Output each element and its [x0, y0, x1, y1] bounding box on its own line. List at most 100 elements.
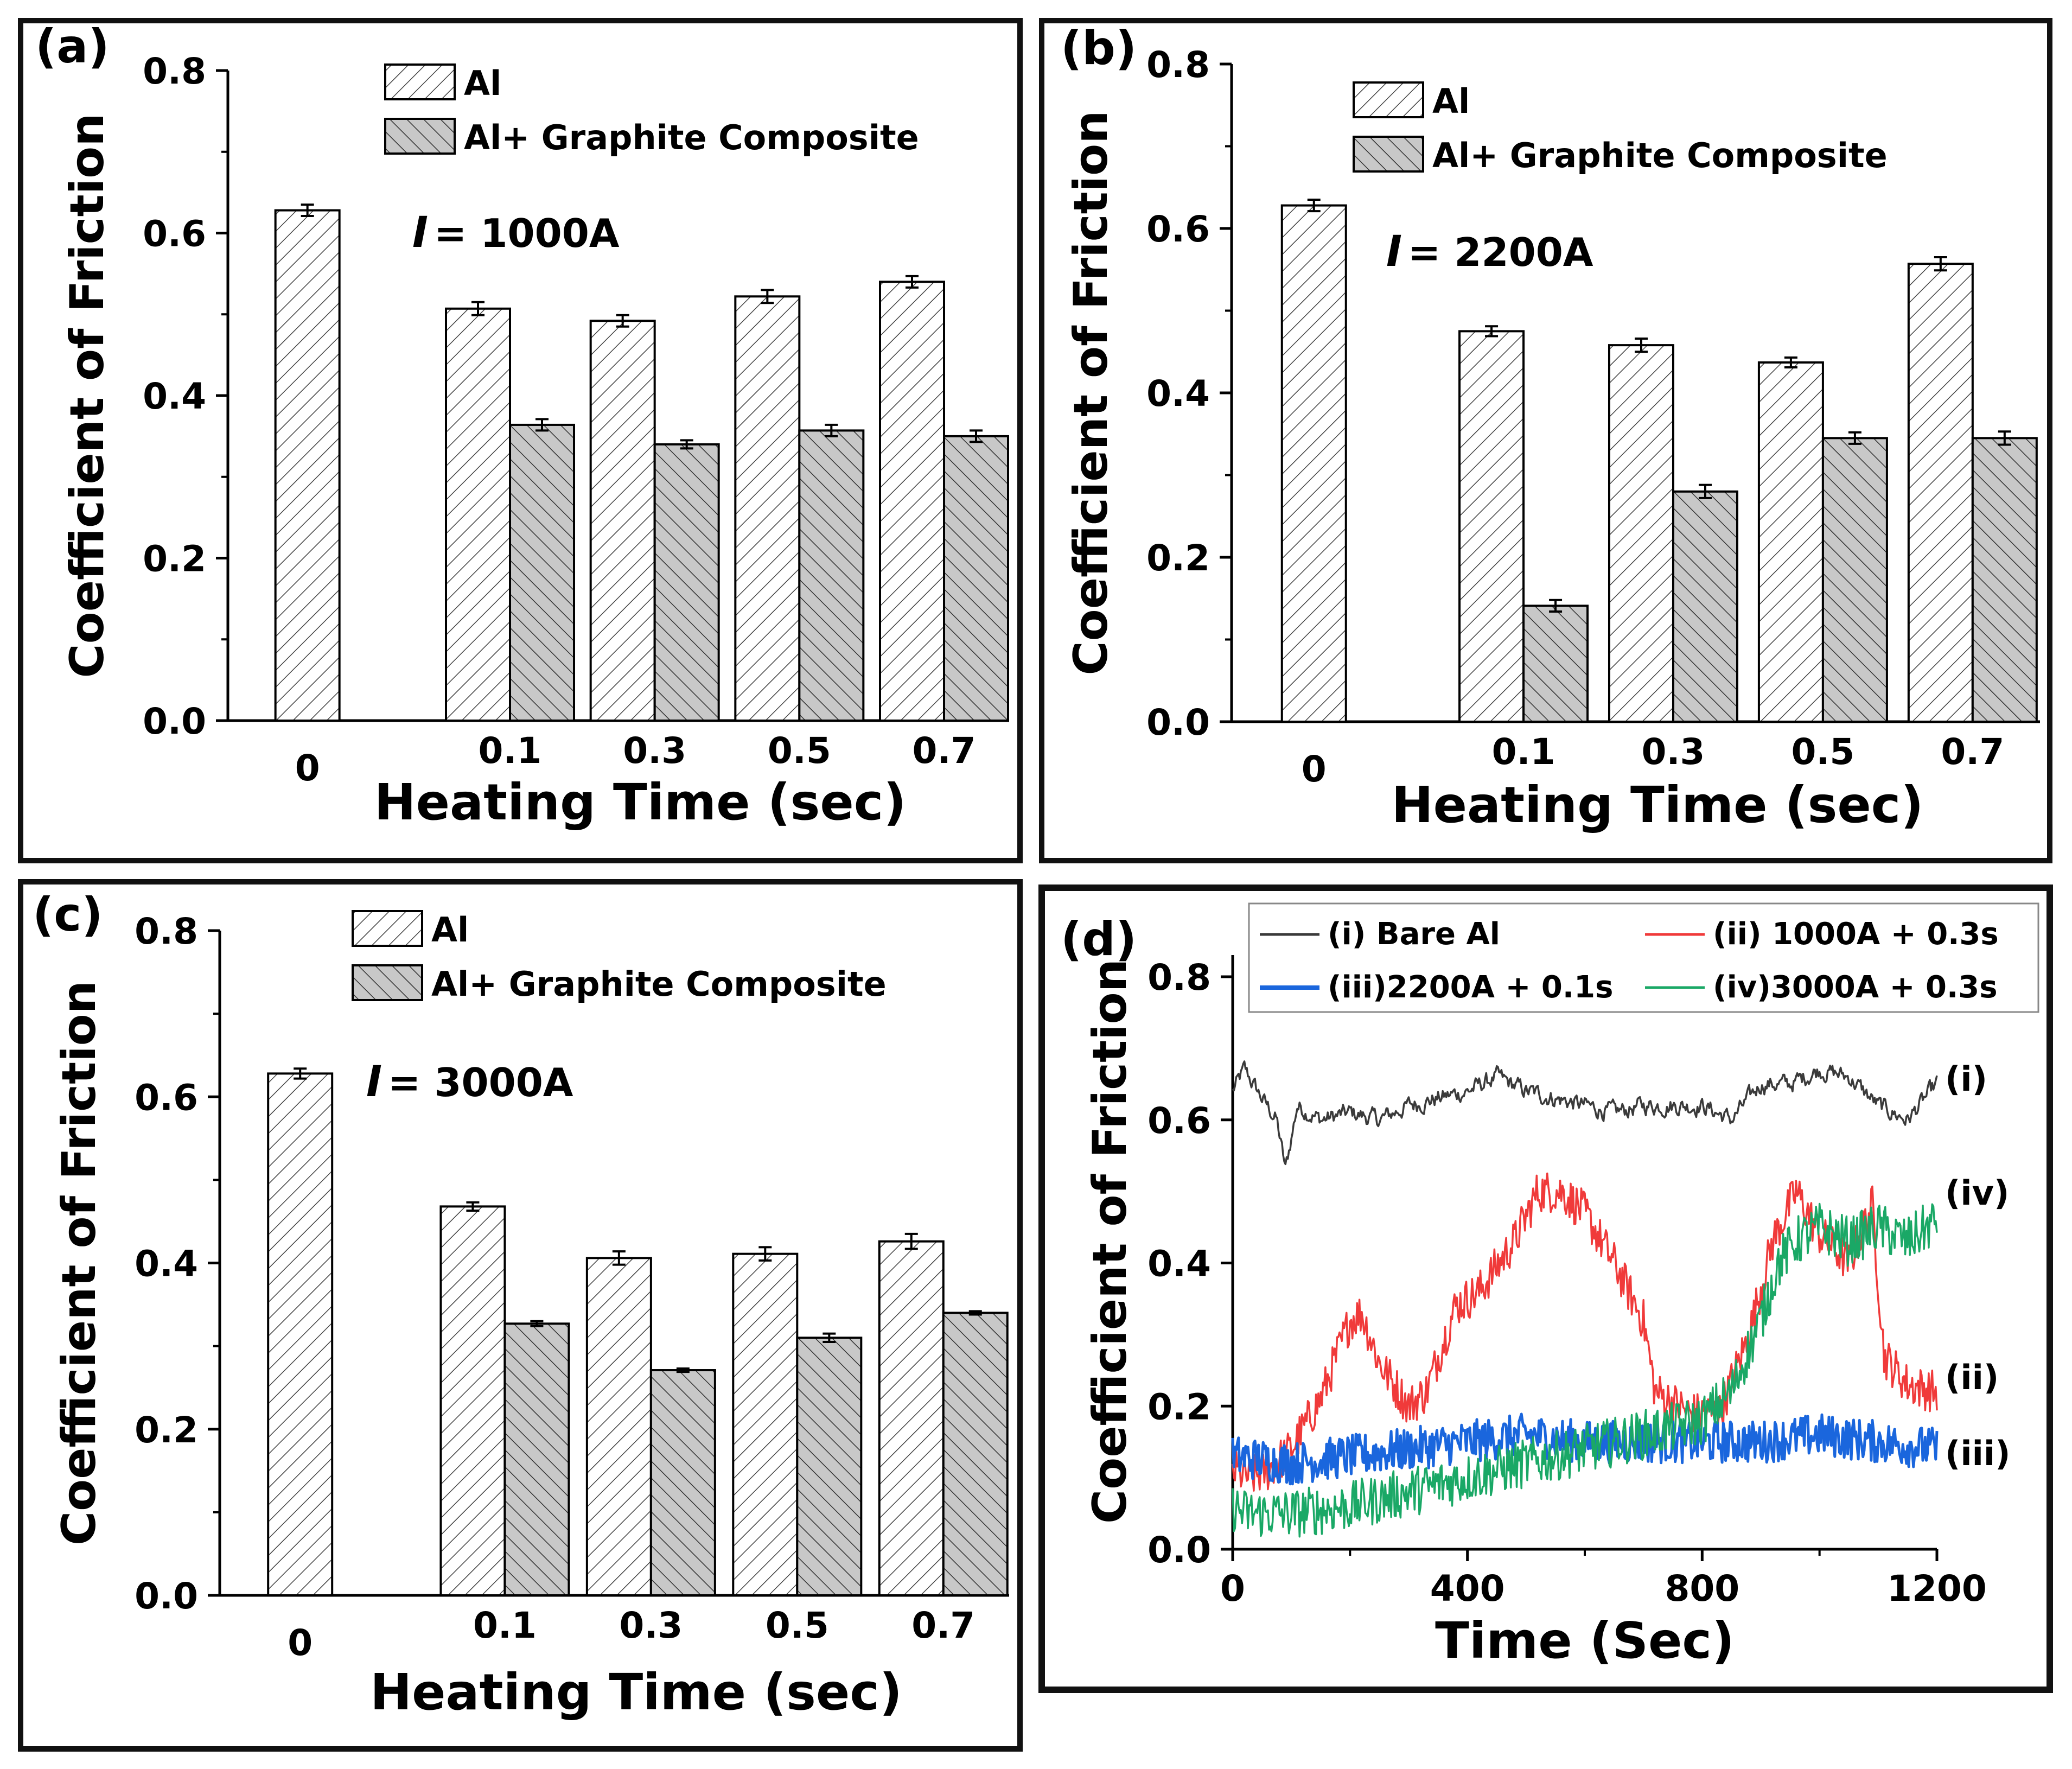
- legend-label: (iii)2200A + 0.1s: [1328, 970, 1613, 1005]
- y-tick-label: 0.2: [143, 538, 206, 580]
- y-tick-label: 0.8: [1147, 957, 1211, 998]
- bar-al-3: [732, 1252, 799, 1596]
- x-tick-label: 400: [1430, 1568, 1505, 1609]
- bar-al-2: [1608, 344, 1674, 723]
- legend-label: (iv)3000A + 0.3s: [1713, 970, 1998, 1005]
- legend-label: Al+ Graphite Composite: [464, 118, 919, 157]
- x-tick-label: 0.5: [766, 1605, 829, 1646]
- legend-swatch: [1353, 81, 1424, 118]
- bar-composite-3: [796, 1337, 863, 1596]
- legend-label: (ii) 1000A + 0.3s: [1713, 917, 1999, 952]
- legend-label: Al: [464, 63, 501, 103]
- bar-composite-4: [942, 1312, 1009, 1596]
- x-tick-label: 0.1: [1492, 731, 1555, 773]
- x-tick-label: 0: [288, 1622, 313, 1664]
- y-tick-label: 0.2: [135, 1409, 198, 1451]
- bar-composite-2: [653, 443, 720, 722]
- y-axis-label: Coefficient of Friction: [1083, 959, 1137, 1524]
- panel-label: (d): [1061, 912, 1137, 966]
- bar-al-0: [1280, 204, 1347, 723]
- y-tick-label: 0.4: [135, 1243, 198, 1285]
- y-tick-label: 0.4: [1146, 373, 1210, 415]
- y-tick-label: 0.8: [135, 911, 198, 952]
- bar-composite-4: [1971, 437, 2038, 723]
- legend-swatch: [352, 910, 423, 947]
- panel-b-chart: 0.0 0.2 0.4 0.6 0.8 0 0.1 0.3 0.5 0.7 Heating Time…: [1061, 21, 2040, 834]
- legend-label: (i) Bare Al: [1328, 917, 1500, 952]
- bar-composite-1: [509, 423, 575, 722]
- x-tick-label: 0.5: [768, 730, 831, 772]
- bar-al-1: [1458, 330, 1525, 723]
- series-tag: (ii): [1945, 1358, 1999, 1397]
- series-line-1: [1232, 1060, 1938, 1166]
- y-tick-label: 0.0: [143, 701, 206, 742]
- bar-composite-2: [1672, 490, 1738, 723]
- x-tick-label: 0.3: [623, 730, 686, 772]
- y-axis-label: Coefficient of Friction: [60, 113, 114, 678]
- y-tick-label: 0.6: [135, 1077, 198, 1118]
- y-axis-label: Coefficient of Friction: [52, 981, 106, 1545]
- y-tick-label: 0.8: [1146, 44, 1210, 86]
- y-tick-label: 0.4: [1147, 1243, 1211, 1285]
- x-axis-label: Heating Time (sec): [1392, 776, 1924, 834]
- current-symbol: I: [412, 208, 428, 257]
- bar-composite-2: [649, 1369, 716, 1596]
- legend-box: [1248, 902, 2039, 1013]
- legend-label: Al+ Graphite Composite: [431, 964, 887, 1004]
- y-tick-label: 0.0: [135, 1575, 198, 1617]
- y-tick-label: 0.0: [1147, 1529, 1211, 1571]
- panel-label: (a): [35, 20, 110, 74]
- panel-b-frame: [1039, 18, 2052, 863]
- current-symbol: I: [1386, 227, 1402, 276]
- panel-label: (b): [1061, 21, 1137, 75]
- x-tick-label: 0.1: [473, 1605, 537, 1646]
- panel-c-frame: [18, 879, 1023, 1752]
- x-tick-label: 0: [295, 747, 320, 789]
- x-tick-label: 0.1: [479, 730, 542, 772]
- bar-al-1: [445, 307, 511, 722]
- current-symbol: I: [366, 1058, 382, 1106]
- series-tag: (iv): [1945, 1173, 2009, 1213]
- current-label: = 3000A: [388, 1060, 573, 1105]
- y-tick-label: 0.6: [1146, 208, 1210, 250]
- y-tick-label: 0.2: [1146, 537, 1210, 579]
- legend-swatch: [384, 118, 456, 155]
- bar-al-0: [267, 1072, 334, 1596]
- legend-swatch: [352, 964, 423, 1001]
- y-tick-label: 0.6: [1147, 1100, 1211, 1142]
- bar-al-4: [1907, 263, 1974, 723]
- x-axis-label: Time (Sec): [1435, 1612, 1735, 1670]
- bar-al-0: [274, 209, 341, 722]
- bar-al-2: [585, 1257, 652, 1596]
- x-axis-label: Heating Time (sec): [374, 773, 907, 831]
- bar-composite-1: [1522, 604, 1589, 723]
- bar-al-1: [439, 1205, 506, 1596]
- panel-label: (c): [33, 888, 103, 942]
- y-tick-label: 0.4: [143, 376, 206, 417]
- x-tick-label: 0: [1220, 1568, 1245, 1609]
- bar-composite-1: [503, 1322, 570, 1596]
- series-tag: (iii): [1945, 1434, 2010, 1473]
- series-line-4: [1232, 1202, 1938, 1538]
- panel-a-frame: [18, 18, 1023, 863]
- legend-swatch: [1353, 136, 1424, 173]
- x-tick-label: 0.7: [911, 1605, 975, 1646]
- bar-composite-4: [943, 435, 1009, 722]
- legend-swatch: [384, 63, 456, 100]
- panel-d-frame: [1038, 884, 2053, 1693]
- x-tick-label: 800: [1665, 1568, 1739, 1609]
- legend-label: Al+ Graphite Composite: [1432, 136, 1888, 175]
- bar-composite-3: [1821, 437, 1888, 723]
- x-tick-label: 0.7: [913, 730, 976, 772]
- y-tick-label: 0.8: [143, 50, 206, 92]
- bar-al-3: [734, 295, 801, 722]
- bar-composite-3: [798, 429, 865, 722]
- bar-al-3: [1757, 361, 1824, 723]
- y-tick-label: 0.0: [1146, 702, 1210, 743]
- panel-d-chart: 0.0 0.2 0.4 0.6 0.8 0 400 800 1200 (i) (ii) (iii) (i…: [1061, 902, 2039, 1670]
- current-label: = 2200A: [1408, 230, 1593, 275]
- x-tick-label: 0: [1302, 748, 1327, 790]
